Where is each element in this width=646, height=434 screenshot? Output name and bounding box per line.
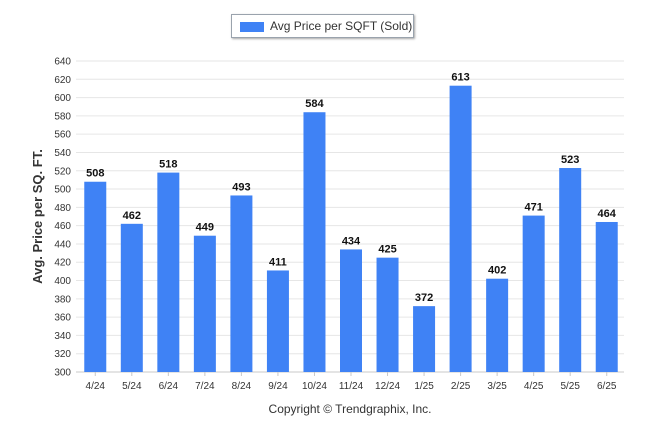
bar <box>340 249 362 372</box>
y-tick-label: 360 <box>54 313 71 324</box>
y-tick-label: 520 <box>54 166 71 177</box>
x-tick-label: 9/24 <box>268 381 288 392</box>
x-tick-label: 11/24 <box>339 381 364 392</box>
x-tick-label: 4/25 <box>524 381 544 392</box>
x-tick-label: 8/24 <box>232 381 252 392</box>
y-tick-label: 400 <box>54 276 71 287</box>
x-tick-label: 5/24 <box>122 381 142 392</box>
x-tick-label: 1/25 <box>414 381 434 392</box>
chart-legend: Avg Price per SQFT (Sold) <box>231 14 414 38</box>
legend-swatch <box>240 22 264 32</box>
y-tick-label: 480 <box>54 203 71 214</box>
y-tick-label: 340 <box>54 331 71 342</box>
data-label: 449 <box>196 222 214 234</box>
y-tick-label: 380 <box>54 294 71 305</box>
y-tick-label: 460 <box>54 221 71 232</box>
bar <box>230 195 253 372</box>
copyright-text: Copyright © Trendgraphix, Inc. <box>268 402 432 416</box>
y-tick-label: 420 <box>54 258 71 269</box>
x-tick-label: 6/24 <box>159 381 179 392</box>
data-label: 508 <box>86 168 104 180</box>
bar <box>522 215 545 372</box>
data-label: 523 <box>561 154 579 166</box>
bar <box>486 278 509 372</box>
data-label: 462 <box>123 210 141 222</box>
y-axis-label: Avg. Price per SQ. FT. <box>30 149 45 284</box>
bar <box>376 257 399 372</box>
y-tick-label: 620 <box>54 75 71 86</box>
x-tick-label: 2/25 <box>451 381 471 392</box>
data-label: 493 <box>232 181 250 193</box>
data-label: 471 <box>524 202 542 214</box>
x-tick-label: 10/24 <box>302 381 327 392</box>
x-tick-label: 6/25 <box>597 381 617 392</box>
y-tick-label: 540 <box>54 148 71 159</box>
bar <box>120 223 143 372</box>
bar <box>559 168 582 372</box>
bar <box>157 172 180 372</box>
data-label: 613 <box>451 72 469 84</box>
data-label: 372 <box>415 292 433 304</box>
x-tick-label: 3/25 <box>487 381 507 392</box>
bar <box>303 112 326 373</box>
data-label: 518 <box>159 159 177 171</box>
y-tick-label: 600 <box>54 93 71 104</box>
x-tick-label: 4/24 <box>86 381 106 392</box>
bar <box>84 181 107 372</box>
data-label: 464 <box>598 208 617 220</box>
data-label: 411 <box>269 256 287 268</box>
bar <box>193 235 216 372</box>
y-tick-label: 440 <box>54 239 71 250</box>
y-tick-label: 500 <box>54 185 71 196</box>
data-label: 425 <box>378 244 396 256</box>
x-tick-label: 5/25 <box>560 381 580 392</box>
bar <box>449 85 472 373</box>
data-label: 402 <box>488 265 506 277</box>
legend-label: Avg Price per SQFT (Sold) <box>270 19 413 33</box>
bar <box>266 270 289 372</box>
y-tick-label: 300 <box>54 368 71 379</box>
y-tick-label: 580 <box>54 111 71 122</box>
x-tick-label: 12/24 <box>375 381 400 392</box>
y-tick-label: 320 <box>54 349 71 360</box>
data-label: 584 <box>305 98 324 110</box>
bar <box>595 221 618 372</box>
x-tick-label: 7/24 <box>195 381 215 392</box>
data-label: 434 <box>342 235 361 247</box>
bar <box>413 306 436 372</box>
y-tick-label: 560 <box>54 130 71 141</box>
y-tick-label: 640 <box>54 57 71 68</box>
